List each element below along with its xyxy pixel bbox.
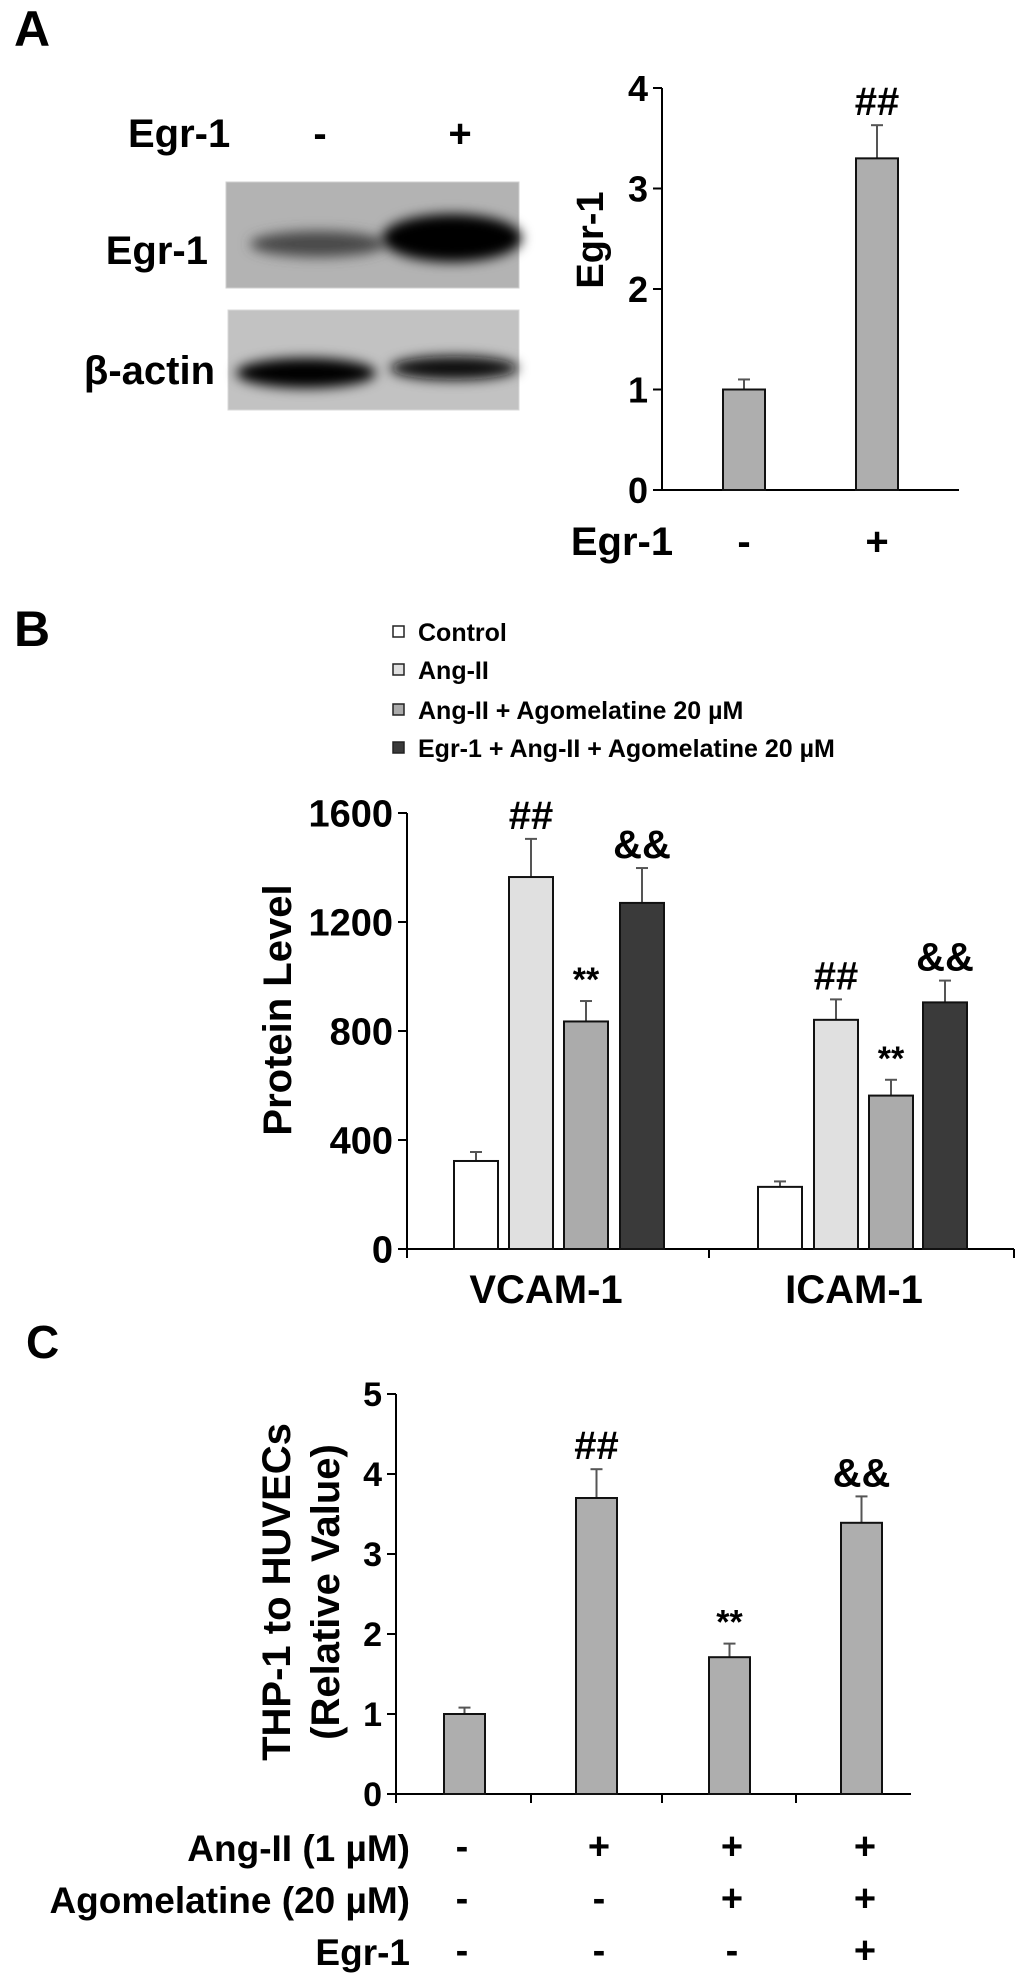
significance-label: ## xyxy=(855,80,900,124)
significance-label: ** xyxy=(573,961,600,999)
bar xyxy=(443,1713,486,1795)
significance-label: ** xyxy=(716,1604,743,1642)
bar xyxy=(922,1001,968,1251)
y-tick-label: 2 xyxy=(363,1616,382,1654)
chart-a-egr1-quantification: 0 1 2 3 4 - ## + Egr-1 Egr-1 xyxy=(570,68,959,564)
bar xyxy=(563,1020,609,1251)
significance-label: && xyxy=(833,1451,891,1495)
blot-strip-beta-actin xyxy=(227,309,520,411)
treatment-sign: + xyxy=(854,1878,876,1920)
bar xyxy=(619,901,665,1250)
y-axis-title-line2: (Relative Value) xyxy=(304,1444,348,1740)
y-tick-label: 4 xyxy=(628,68,648,109)
significance-label: && xyxy=(916,936,974,980)
chart-c-adhesion: 0 1 2 3 4 5 ## ** && THP-1 to HUVECs (Relative Val… xyxy=(49,1376,911,1973)
legend-swatch xyxy=(392,703,405,716)
bar xyxy=(575,1497,618,1795)
panel-label-c: C xyxy=(26,1316,59,1368)
y-tick-label: 0 xyxy=(363,1776,382,1814)
y-tick-label: 1600 xyxy=(308,794,393,836)
treatment-sign: + xyxy=(854,1826,876,1868)
treatment-label: Ang-II (1 µM) xyxy=(187,1828,410,1869)
y-axis-title-line1: THP-1 to HUVECs xyxy=(255,1423,299,1761)
treatment-sign: + xyxy=(854,1930,876,1972)
blot-lane-plus: + xyxy=(448,112,471,156)
bar xyxy=(840,1521,883,1796)
legend-swatch xyxy=(392,625,405,638)
treatment-sign: + xyxy=(721,1878,743,1920)
significance-label: ## xyxy=(574,1424,619,1468)
treatment-sign: - xyxy=(593,1930,606,1972)
significance-label: ## xyxy=(509,794,554,838)
x-axis-title: Egr-1 xyxy=(571,520,673,564)
blot-row-label-beta-actin: β-actin xyxy=(84,349,215,393)
treatment-label: Agomelatine (20 µM) xyxy=(49,1880,410,1921)
y-tick-label: 0 xyxy=(372,1230,393,1272)
bar xyxy=(868,1094,914,1251)
blot-band-actin-minus xyxy=(236,358,376,388)
significance-label: && xyxy=(613,823,671,867)
y-tick-label: 4 xyxy=(363,1456,382,1494)
panel-label-a: A xyxy=(14,1,50,57)
y-tick-label: 1200 xyxy=(308,903,393,945)
y-tick-label: 400 xyxy=(330,1121,393,1163)
bar xyxy=(813,1018,859,1251)
y-tick-label: 3 xyxy=(628,168,648,209)
bar xyxy=(855,157,899,491)
blot-lane-minus: - xyxy=(313,112,326,156)
treatment-sign: - xyxy=(456,1878,469,1920)
treatment-sign: + xyxy=(588,1826,610,1868)
significance-label: ** xyxy=(878,1040,905,1078)
x-category-label: + xyxy=(865,520,888,564)
bar xyxy=(708,1656,751,1795)
legend-label: Ang-II xyxy=(418,657,489,685)
legend-swatch xyxy=(392,741,405,754)
blot-band-egr1-plus xyxy=(382,214,522,262)
treatment-sign: - xyxy=(456,1826,469,1868)
bar xyxy=(508,876,554,1250)
significance-label: ## xyxy=(814,954,859,998)
treatment-sign: - xyxy=(593,1878,606,1920)
legend-swatch xyxy=(392,663,405,676)
y-tick-label: 0 xyxy=(628,470,648,511)
chart-b-protein-level: 0 400 800 1200 1600 ## ** && VCAM-1 ## ** && ICAM-1 P… xyxy=(256,794,1015,1312)
y-tick-label: 2 xyxy=(628,269,648,310)
treatment-sign: + xyxy=(721,1826,743,1868)
blot-header-label: Egr-1 xyxy=(128,112,230,156)
bar xyxy=(453,1159,499,1251)
x-category-label: VCAM-1 xyxy=(469,1268,622,1312)
y-axis-title: Egr-1 xyxy=(570,191,612,288)
chart-b-legend: Control Ang-II Ang-II + Agomelatine 20 µM E… xyxy=(392,619,835,763)
x-category-label: - xyxy=(737,520,750,564)
blot-row-label-egr1: Egr-1 xyxy=(106,229,208,273)
treatment-sign: - xyxy=(456,1930,469,1972)
legend-label: Ang-II + Agomelatine 20 µM xyxy=(418,697,743,725)
y-axis-title: Protein Level xyxy=(256,884,300,1135)
y-tick-label: 1 xyxy=(363,1696,382,1734)
bar xyxy=(722,388,766,491)
blot-band-egr1-minus xyxy=(250,231,386,257)
western-blot: Egr-1 - + Egr-1 β-actin xyxy=(84,112,522,411)
legend-label: Egr-1 + Ang-II + Agomelatine 20 µM xyxy=(418,735,835,763)
treatment-label: Egr-1 xyxy=(315,1932,410,1973)
x-category-label: ICAM-1 xyxy=(785,1268,923,1312)
y-tick-label: 3 xyxy=(363,1536,382,1574)
y-tick-label: 1 xyxy=(628,369,648,410)
panel-label-b: B xyxy=(14,601,50,657)
treatment-sign: - xyxy=(726,1930,739,1972)
y-tick-label: 800 xyxy=(330,1012,393,1054)
legend-label: Control xyxy=(418,619,507,647)
blot-strip-egr1 xyxy=(225,181,522,289)
y-tick-label: 5 xyxy=(363,1376,382,1414)
bar xyxy=(757,1185,803,1250)
blot-band-actin-plus xyxy=(390,356,518,380)
